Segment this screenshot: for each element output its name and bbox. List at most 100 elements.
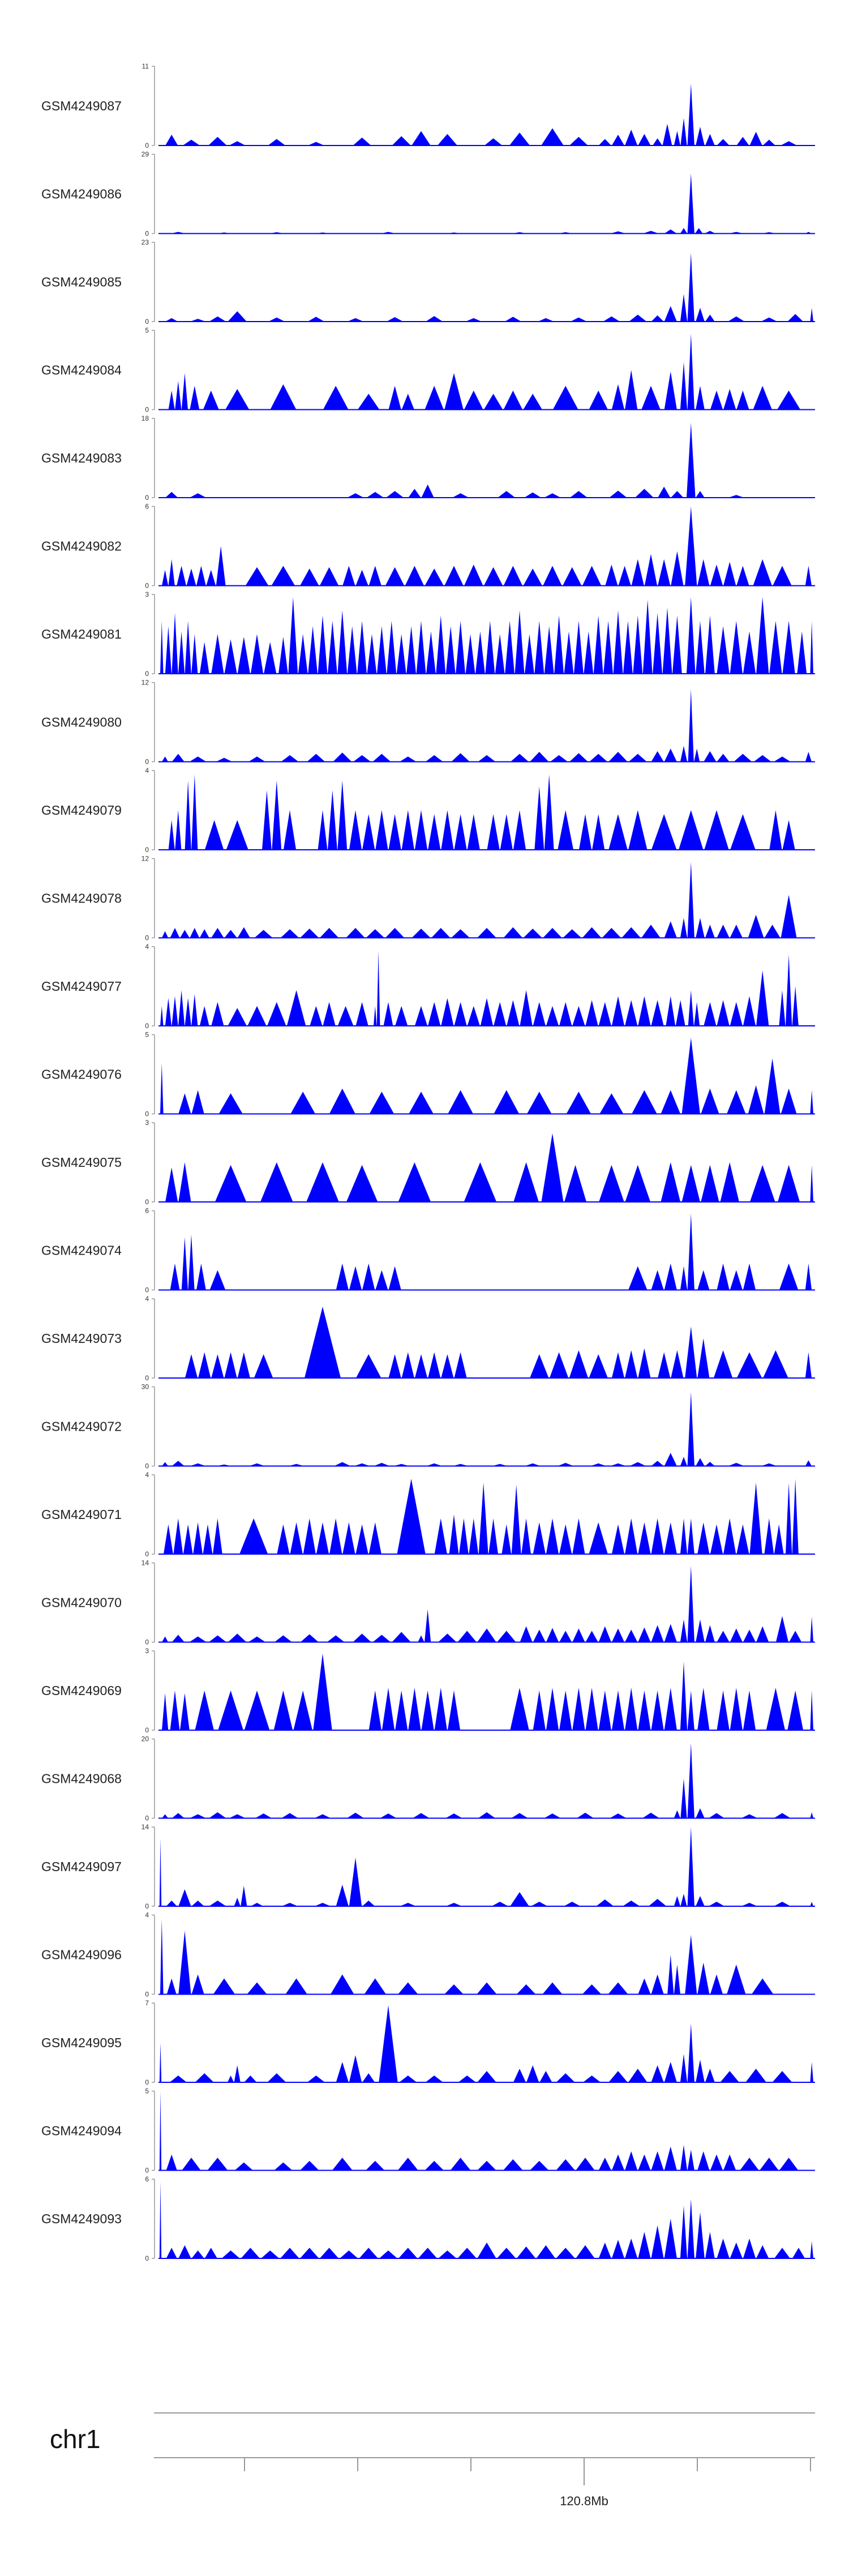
signal-peak xyxy=(375,1270,388,1290)
y-min-label: 0 xyxy=(145,230,149,238)
signal-peak xyxy=(166,2154,177,2171)
signal-peak xyxy=(274,2162,293,2171)
signal-peak xyxy=(736,390,749,410)
signal-peak xyxy=(286,990,306,1026)
track-GSM4249075: GSM4249075 3 0 xyxy=(41,1119,815,1206)
signal-peak xyxy=(625,2239,638,2258)
signal-peak xyxy=(347,318,364,322)
signal-peak xyxy=(362,1263,375,1290)
signal-peak xyxy=(336,1263,349,1290)
signal-peak xyxy=(687,1565,694,1642)
signal-peak xyxy=(213,1518,222,1554)
y-max-label: 4 xyxy=(145,1295,149,1303)
signal-peak xyxy=(664,2146,677,2171)
signal-peak xyxy=(366,2160,385,2171)
signal-peak xyxy=(280,2248,299,2258)
signal-peak xyxy=(269,232,285,234)
signal-peak xyxy=(608,1982,628,1995)
signal-peak xyxy=(736,1524,749,1554)
signal-peak xyxy=(546,1006,559,1026)
signal-peak xyxy=(190,928,200,938)
signal-peak xyxy=(611,996,625,1026)
signal-peak xyxy=(563,929,582,938)
signal-peak xyxy=(717,1000,730,1026)
signal-peak xyxy=(487,814,500,850)
signal-peak xyxy=(544,774,554,850)
signal-peak xyxy=(546,1518,559,1554)
signal-peak xyxy=(196,566,206,586)
signal-peak xyxy=(216,232,232,234)
signal-peak xyxy=(464,1162,497,1202)
signal-peak xyxy=(190,386,200,410)
signal-peak xyxy=(709,1902,724,1906)
signal-peak xyxy=(688,990,694,1026)
signal-peak xyxy=(229,1814,246,1818)
track-label: GSM4249076 xyxy=(41,1067,122,1082)
signal-peak xyxy=(611,1691,625,1730)
signal-peak xyxy=(494,1002,507,1026)
signal-peak xyxy=(564,631,574,674)
signal-peak xyxy=(559,1524,572,1554)
signal-peak xyxy=(543,566,562,586)
signal-peak xyxy=(625,1165,651,1202)
signal-peak xyxy=(329,1088,355,1114)
signal-peak xyxy=(777,390,801,410)
signal-peak xyxy=(539,2071,552,2082)
signal-peak xyxy=(611,2240,625,2258)
signal-peak xyxy=(730,1688,743,1730)
y-min-label: 0 xyxy=(145,318,149,326)
signal-peak xyxy=(388,814,401,850)
signal-peak xyxy=(810,1165,813,1202)
signal-peak xyxy=(160,1919,164,1995)
signal-peak xyxy=(388,1266,401,1290)
signal-peak xyxy=(741,1903,758,1906)
signal-peak xyxy=(166,1901,177,1906)
signal-peak xyxy=(346,1165,378,1202)
signal-peak xyxy=(241,1886,247,1906)
signal-peak xyxy=(185,780,191,850)
signal-peak xyxy=(414,1354,428,1378)
y-max-label: 4 xyxy=(145,1911,149,1919)
signal-peak xyxy=(556,2248,575,2258)
signal-peak xyxy=(727,316,745,322)
signal-peak xyxy=(186,568,196,586)
signal-peak xyxy=(705,615,715,674)
y-min-label: 0 xyxy=(145,758,149,766)
signal-peak xyxy=(477,2243,496,2258)
signal-peak xyxy=(398,2248,418,2258)
signal-peak xyxy=(364,1978,386,1995)
signal-peak xyxy=(267,1002,286,1026)
signal-peak xyxy=(773,566,792,586)
track-GSM4249068: GSM4249068 20 0 xyxy=(41,1735,815,1822)
signal-peak xyxy=(554,615,564,674)
signal-peak xyxy=(359,2248,378,2258)
signal-peak xyxy=(408,489,421,498)
signal-peak xyxy=(687,2023,694,2082)
signal-peak xyxy=(638,996,651,1026)
signal-peak xyxy=(211,1002,224,1026)
signal-peak xyxy=(740,2158,759,2171)
signal-peak xyxy=(546,1688,559,1730)
signal-peak xyxy=(628,2069,648,2082)
signal-peak xyxy=(680,918,688,938)
signal-peak xyxy=(687,1691,694,1730)
signal-peak xyxy=(705,134,715,146)
signal-peak xyxy=(570,317,587,322)
signal-peak xyxy=(569,491,588,498)
y-min-label: 0 xyxy=(145,582,149,590)
signal-peak xyxy=(705,1625,715,1642)
signal-peak xyxy=(241,2248,260,2258)
signal-peak xyxy=(574,621,584,674)
signal-peak xyxy=(237,636,250,674)
signal-peak xyxy=(728,495,744,498)
signal-peak xyxy=(664,1624,677,1642)
signal-peak xyxy=(762,139,775,146)
track-label: GSM4249097 xyxy=(41,1859,122,1874)
signal-peak xyxy=(534,786,544,850)
signal-peak xyxy=(584,631,594,674)
signal-peak xyxy=(190,1814,206,1818)
track-label: GSM4249087 xyxy=(41,99,122,113)
track-label: GSM4249073 xyxy=(41,1331,122,1346)
y-min-label: 0 xyxy=(145,2254,149,2262)
signal-peak xyxy=(510,1688,529,1730)
